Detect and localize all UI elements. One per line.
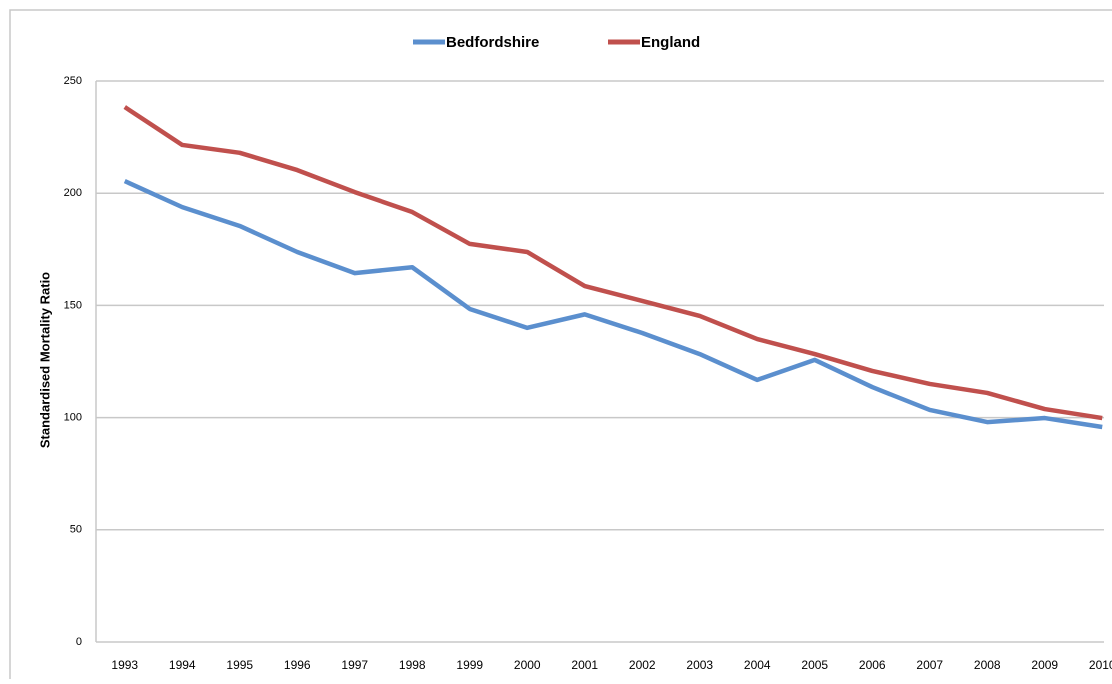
x-tick-label: 2003 bbox=[686, 658, 713, 672]
y-tick-label: 200 bbox=[64, 187, 82, 199]
x-tick-label: 1994 bbox=[169, 658, 196, 672]
x-tick-label: 2007 bbox=[916, 658, 943, 672]
x-tick-label: 1999 bbox=[456, 658, 483, 672]
x-tick-label: 2001 bbox=[571, 658, 598, 672]
y-tick-label: 100 bbox=[64, 412, 82, 424]
y-tick-label: 50 bbox=[70, 524, 82, 536]
series-line bbox=[123, 179, 1103, 430]
x-tick-label: 2008 bbox=[974, 658, 1001, 672]
x-tick-label: 2009 bbox=[1031, 658, 1058, 672]
x-tick-label: 1997 bbox=[341, 658, 368, 672]
x-tick-label: 1996 bbox=[284, 658, 311, 672]
chart-frame bbox=[9, 9, 1112, 684]
x-tick-label: 2010 bbox=[1089, 658, 1112, 672]
y-tick-label: 250 bbox=[64, 75, 82, 87]
x-tick-label: 1993 bbox=[111, 658, 138, 672]
legend-label: England bbox=[641, 34, 700, 51]
x-tick-label: 2002 bbox=[629, 658, 656, 672]
x-tick-label: 2006 bbox=[859, 658, 886, 672]
x-tick-label: 1998 bbox=[399, 658, 426, 672]
x-tick-label: 1995 bbox=[226, 658, 253, 672]
x-tick-label: 2004 bbox=[744, 658, 771, 672]
legend-label: Bedfordshire bbox=[446, 34, 539, 51]
x-tick-label: 2005 bbox=[801, 658, 828, 672]
series-line bbox=[123, 105, 1103, 421]
x-tick-label: 2000 bbox=[514, 658, 541, 672]
y-tick-label: 0 bbox=[76, 636, 82, 648]
y-axis-label: Standardised Mortality Ratio bbox=[37, 272, 52, 448]
y-tick-label: 150 bbox=[64, 299, 82, 311]
